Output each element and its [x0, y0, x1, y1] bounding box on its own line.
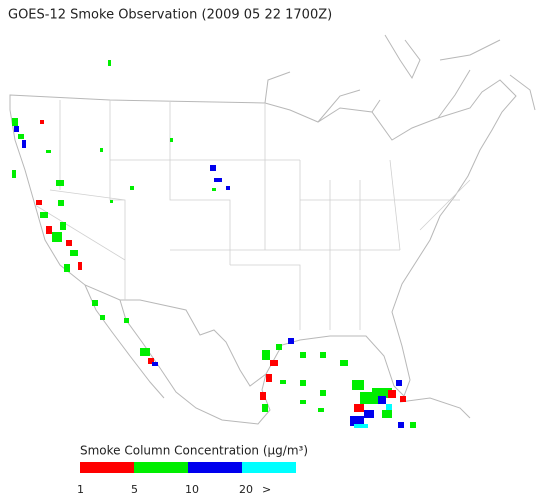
- smoke-pixel: [40, 212, 48, 218]
- smoke-pixel: [320, 390, 326, 396]
- smoke-pixel: [148, 358, 154, 364]
- map-title: GOES-12 Smoke Observation (2009 05 22 17…: [8, 8, 332, 23]
- smoke-pixel: [378, 396, 386, 404]
- legend-bin: [80, 462, 134, 473]
- smoke-pixel: [388, 390, 396, 398]
- smoke-pixel: [398, 422, 404, 428]
- smoke-pixel: [100, 315, 105, 320]
- smoke-pixel: [66, 240, 72, 246]
- smoke-pixel: [350, 416, 364, 426]
- smoke-pixel: [410, 422, 416, 428]
- smoke-pixel: [92, 300, 98, 306]
- smoke-pixel: [18, 134, 24, 139]
- smoke-pixel: [372, 388, 392, 398]
- smoke-pixel: [262, 350, 270, 360]
- legend-bin: [242, 462, 296, 473]
- smoke-pixel: [78, 262, 82, 270]
- smoke-pixel: [110, 200, 113, 203]
- smoke-pixel: [124, 318, 129, 323]
- smoke-pixel: [270, 360, 278, 366]
- smoke-pixel: [226, 186, 230, 190]
- smoke-pixel: [354, 424, 368, 428]
- state-lines: [34, 100, 471, 330]
- smoke-pixel: [260, 392, 266, 400]
- smoke-pixel: [382, 410, 392, 418]
- smoke-pixel: [36, 200, 42, 205]
- smoke-pixels: [12, 60, 416, 428]
- smoke-pixel: [58, 200, 64, 206]
- smoke-pixel: [52, 232, 62, 242]
- smoke-pixel: [12, 118, 18, 126]
- smoke-pixel: [214, 178, 222, 182]
- legend-label: 10: [185, 483, 199, 496]
- smoke-pixel: [318, 408, 324, 412]
- smoke-pixel: [364, 410, 374, 418]
- smoke-pixel: [40, 120, 44, 124]
- smoke-pixel: [386, 404, 392, 410]
- smoke-pixel: [22, 140, 26, 148]
- smoke-pixel: [266, 374, 272, 382]
- smoke-pixel: [320, 352, 326, 358]
- us-outline: [9, 79, 517, 397]
- smoke-pixel: [340, 360, 348, 366]
- smoke-pixel: [300, 400, 306, 404]
- smoke-pixel: [210, 165, 216, 171]
- smoke-pixel: [70, 250, 78, 256]
- canada: [264, 34, 536, 123]
- smoke-pixel: [100, 148, 103, 152]
- smoke-pixel: [170, 138, 173, 142]
- smoke-pixel: [46, 150, 51, 153]
- smoke-pixel: [108, 60, 111, 66]
- smoke-pixel: [212, 188, 216, 191]
- smoke-pixel: [56, 180, 64, 186]
- smoke-pixel: [14, 126, 19, 132]
- smoke-pixel: [288, 338, 294, 344]
- smoke-pixel: [300, 352, 306, 358]
- legend-label: >: [262, 483, 271, 496]
- smoke-pixel: [46, 226, 52, 234]
- legend-title: Smoke Column Concentration (μg/m³): [80, 444, 308, 458]
- smoke-pixel: [400, 396, 406, 402]
- legend-bin: [134, 462, 188, 473]
- legend-label: 5: [131, 483, 138, 496]
- smoke-pixel: [262, 404, 268, 412]
- smoke-pixel: [352, 380, 364, 390]
- smoke-pixel: [140, 348, 150, 356]
- smoke-pixel: [60, 222, 66, 230]
- legend-label: 1: [77, 483, 84, 496]
- cuba: [399, 397, 471, 419]
- legend-label: 20: [239, 483, 253, 496]
- smoke-pixel: [130, 186, 134, 190]
- smoke-pixel: [64, 264, 70, 272]
- smoke-pixel: [280, 380, 286, 384]
- legend-bin: [188, 462, 242, 473]
- smoke-pixel: [396, 380, 402, 386]
- smoke-pixel: [300, 380, 306, 386]
- smoke-pixel: [152, 362, 158, 366]
- smoke-pixel: [276, 344, 282, 350]
- smoke-pixel: [354, 404, 364, 412]
- smoke-pixel: [12, 170, 16, 178]
- baja: [84, 284, 271, 425]
